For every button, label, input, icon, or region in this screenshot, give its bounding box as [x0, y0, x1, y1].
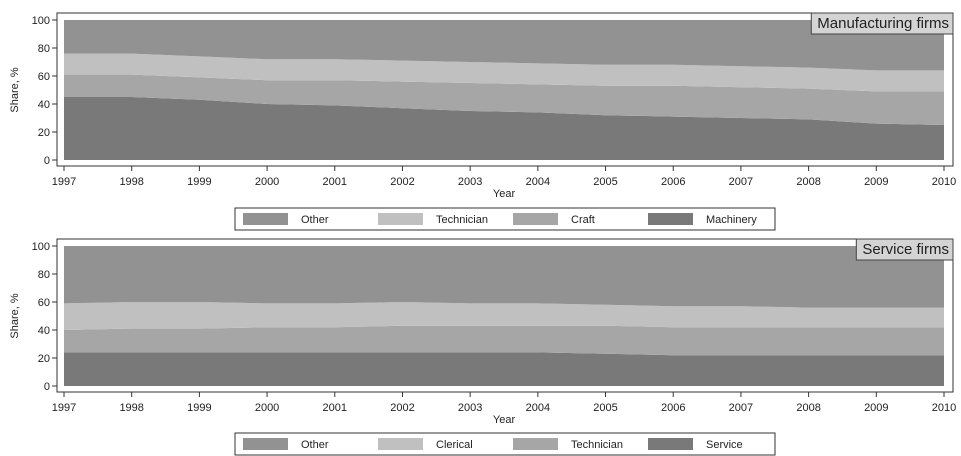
x-tick-label: 2003 — [458, 176, 482, 188]
y-tick-label: 100 — [32, 15, 50, 27]
x-tick-label: 2009 — [864, 176, 888, 188]
x-tick-label: 2002 — [390, 402, 414, 414]
panel-2: 0 20 40 60 80 100 1997 1998 1999 2000 2001 2002 2003… — [9, 238, 956, 456]
area-other — [64, 246, 944, 308]
x-tick-label: 2006 — [661, 176, 685, 188]
x-tick-label: 1999 — [187, 176, 211, 188]
y-tick-label: 0 — [44, 155, 50, 167]
panel-title: Manufacturing firms — [817, 15, 949, 32]
area-other — [64, 20, 944, 71]
panel-title-box — [810, 12, 954, 35]
y-tick-label: 20 — [38, 127, 50, 139]
x-tick-label: 2000 — [255, 402, 279, 414]
panel-title: Service firms — [862, 241, 949, 258]
y-axis-title: Share, % — [9, 67, 21, 112]
legend-label-clerical: Clerical — [436, 439, 473, 451]
y-axis-title: Share, % — [9, 293, 21, 338]
y-tick-label: 80 — [38, 269, 50, 281]
legend-swatch-technician — [513, 438, 558, 450]
legend-label-technician: Technician — [436, 214, 488, 226]
x-tick-label: 2010 — [932, 176, 956, 188]
legend-label-other: Other — [301, 214, 329, 226]
area-craft — [64, 74, 944, 125]
y-tick-label: 40 — [38, 325, 50, 337]
y-tick-label: 60 — [38, 71, 50, 83]
legend-swatch-clerical — [378, 438, 423, 450]
y-tick-label: 100 — [32, 241, 50, 253]
panel-1: 0 20 40 60 80 100 1997 1998 1999 2000 2001 2002 2003… — [9, 12, 956, 231]
x-tick-label: 1998 — [119, 402, 143, 414]
y-tick-label: 60 — [38, 297, 50, 309]
x-tick-label: 2003 — [458, 402, 482, 414]
legend-swatch-service — [648, 438, 693, 450]
y-tick-label: 80 — [38, 43, 50, 55]
x-tick-label: 2009 — [864, 402, 888, 414]
area-technician — [64, 53, 944, 92]
legend-swatch-craft — [513, 213, 558, 225]
y-tick-label: 0 — [44, 381, 50, 393]
x-tick-label: 1997 — [52, 402, 76, 414]
x-tick-label: 2000 — [255, 176, 279, 188]
legend-swatch-technician — [378, 213, 423, 225]
area-machinery — [64, 97, 944, 160]
x-tick-label: 2005 — [593, 176, 617, 188]
x-tick-label: 2005 — [593, 402, 617, 414]
x-tick-label: 2004 — [526, 176, 550, 188]
x-tick-label: 2008 — [796, 176, 820, 188]
x-tick-label: 1998 — [119, 176, 143, 188]
area-clerical — [64, 302, 944, 330]
x-axis-title: Year — [493, 414, 516, 426]
x-tick-label: 2001 — [323, 176, 347, 188]
legend-label-machinery: Machinery — [706, 214, 757, 226]
legend: Other Clerical Technician Service — [234, 432, 776, 456]
legend-label-technician: Technician — [571, 439, 623, 451]
panel-title-box — [855, 238, 954, 261]
legend-label-other: Other — [301, 439, 329, 451]
x-axis-title: Year — [493, 188, 516, 200]
area-technician — [64, 325, 944, 356]
x-tick-label: 2007 — [729, 402, 753, 414]
area-service — [64, 352, 944, 386]
x-tick-label: 2008 — [796, 402, 820, 414]
x-tick-label: 2006 — [661, 402, 685, 414]
legend-box — [234, 432, 776, 456]
x-tick-label: 2002 — [390, 176, 414, 188]
legend-label-service: Service — [706, 439, 743, 451]
x-tick-label: 2004 — [526, 402, 550, 414]
x-tick-label: 1997 — [52, 176, 76, 188]
y-tick-label: 20 — [38, 353, 50, 365]
legend-box — [234, 207, 776, 231]
legend-label-craft: Craft — [571, 214, 595, 226]
x-tick-label: 1999 — [187, 402, 211, 414]
x-tick-label: 2007 — [729, 176, 753, 188]
legend: Other Technician Craft Machinery — [234, 207, 776, 231]
x-tick-label: 2001 — [323, 402, 347, 414]
legend-swatch-other — [243, 213, 288, 225]
legend-swatch-other — [243, 438, 288, 450]
x-tick-label: 2010 — [932, 402, 956, 414]
legend-swatch-machinery — [648, 213, 693, 225]
y-tick-label: 40 — [38, 99, 50, 111]
